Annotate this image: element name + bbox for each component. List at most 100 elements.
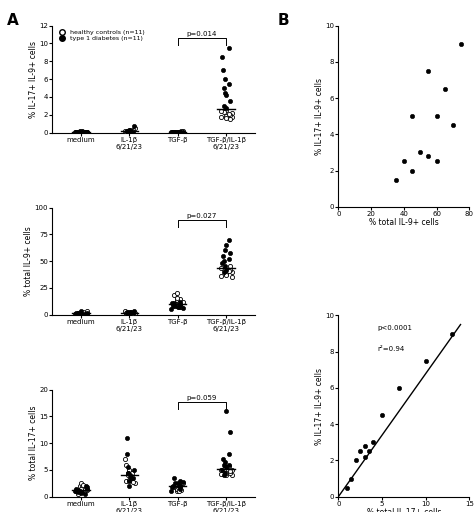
- Text: p<0.0001: p<0.0001: [378, 325, 413, 331]
- Point: [126, 128, 133, 136]
- Point: [222, 468, 229, 477]
- Point: [122, 460, 129, 468]
- Point: [129, 309, 137, 317]
- Point: [124, 127, 132, 136]
- Point: [175, 127, 183, 136]
- Point: [125, 127, 133, 135]
- Point: [72, 484, 80, 493]
- Point: [76, 127, 83, 136]
- Point: [433, 157, 440, 165]
- Text: p=0.014: p=0.014: [187, 31, 217, 37]
- Point: [433, 112, 440, 120]
- Point: [228, 471, 236, 479]
- Point: [228, 273, 236, 281]
- Point: [81, 310, 89, 318]
- Point: [123, 308, 131, 316]
- Point: [222, 270, 229, 278]
- Point: [121, 455, 128, 463]
- Point: [72, 487, 80, 496]
- Point: [126, 308, 134, 316]
- Point: [222, 271, 229, 279]
- Point: [176, 128, 184, 136]
- Point: [124, 468, 131, 477]
- Point: [179, 127, 187, 135]
- Point: [83, 128, 91, 136]
- Y-axis label: % total IL-17+ cells: % total IL-17+ cells: [28, 406, 37, 480]
- Point: [77, 128, 84, 136]
- Point: [125, 308, 133, 316]
- Point: [72, 487, 80, 496]
- Point: [124, 309, 132, 317]
- Point: [82, 310, 90, 318]
- Point: [83, 486, 91, 494]
- Point: [175, 299, 183, 307]
- Point: [222, 463, 229, 471]
- Point: [78, 127, 85, 135]
- Point: [122, 127, 129, 136]
- Point: [220, 66, 228, 74]
- Point: [171, 128, 178, 136]
- Point: [425, 152, 432, 160]
- Point: [172, 302, 179, 310]
- Point: [123, 450, 131, 458]
- Point: [121, 307, 128, 315]
- Point: [124, 308, 131, 316]
- Point: [169, 302, 176, 310]
- Point: [126, 308, 134, 316]
- Point: [126, 127, 134, 136]
- Point: [130, 121, 137, 130]
- Point: [226, 460, 233, 468]
- Point: [74, 490, 82, 498]
- Point: [175, 303, 182, 311]
- Point: [225, 461, 233, 470]
- Point: [123, 127, 131, 135]
- Point: [221, 458, 229, 466]
- Point: [356, 447, 364, 456]
- Point: [129, 127, 137, 136]
- Point: [126, 466, 133, 474]
- Point: [176, 484, 184, 493]
- Point: [218, 113, 225, 121]
- Point: [126, 471, 134, 479]
- Point: [174, 127, 182, 136]
- Point: [173, 127, 181, 136]
- Point: [78, 309, 85, 317]
- Point: [127, 309, 134, 317]
- Point: [80, 128, 87, 136]
- Point: [441, 85, 448, 93]
- Point: [170, 128, 177, 136]
- Point: [130, 307, 137, 315]
- Point: [82, 482, 90, 490]
- Point: [125, 308, 133, 316]
- Point: [361, 453, 368, 461]
- Point: [220, 252, 228, 260]
- Point: [126, 474, 134, 482]
- X-axis label: % total IL-9+ cells: % total IL-9+ cells: [369, 218, 439, 227]
- Point: [177, 486, 184, 494]
- Point: [74, 127, 82, 136]
- Point: [348, 475, 356, 483]
- Text: p=0.027: p=0.027: [187, 214, 217, 219]
- Point: [128, 468, 135, 477]
- Point: [220, 471, 228, 479]
- Point: [173, 487, 181, 496]
- Point: [171, 300, 178, 308]
- Point: [222, 266, 229, 274]
- Y-axis label: % total IL-9+ cells: % total IL-9+ cells: [24, 226, 33, 296]
- Point: [123, 127, 130, 136]
- Point: [218, 264, 225, 272]
- Point: [83, 128, 91, 136]
- Point: [226, 248, 234, 257]
- Point: [79, 128, 86, 136]
- Point: [220, 108, 228, 116]
- Point: [128, 127, 135, 135]
- Point: [422, 357, 429, 365]
- Point: [222, 114, 229, 122]
- Point: [124, 127, 131, 135]
- Point: [124, 127, 131, 135]
- Point: [123, 434, 130, 442]
- Point: [169, 482, 176, 490]
- Point: [81, 128, 89, 136]
- Point: [221, 246, 229, 254]
- Point: [177, 303, 184, 311]
